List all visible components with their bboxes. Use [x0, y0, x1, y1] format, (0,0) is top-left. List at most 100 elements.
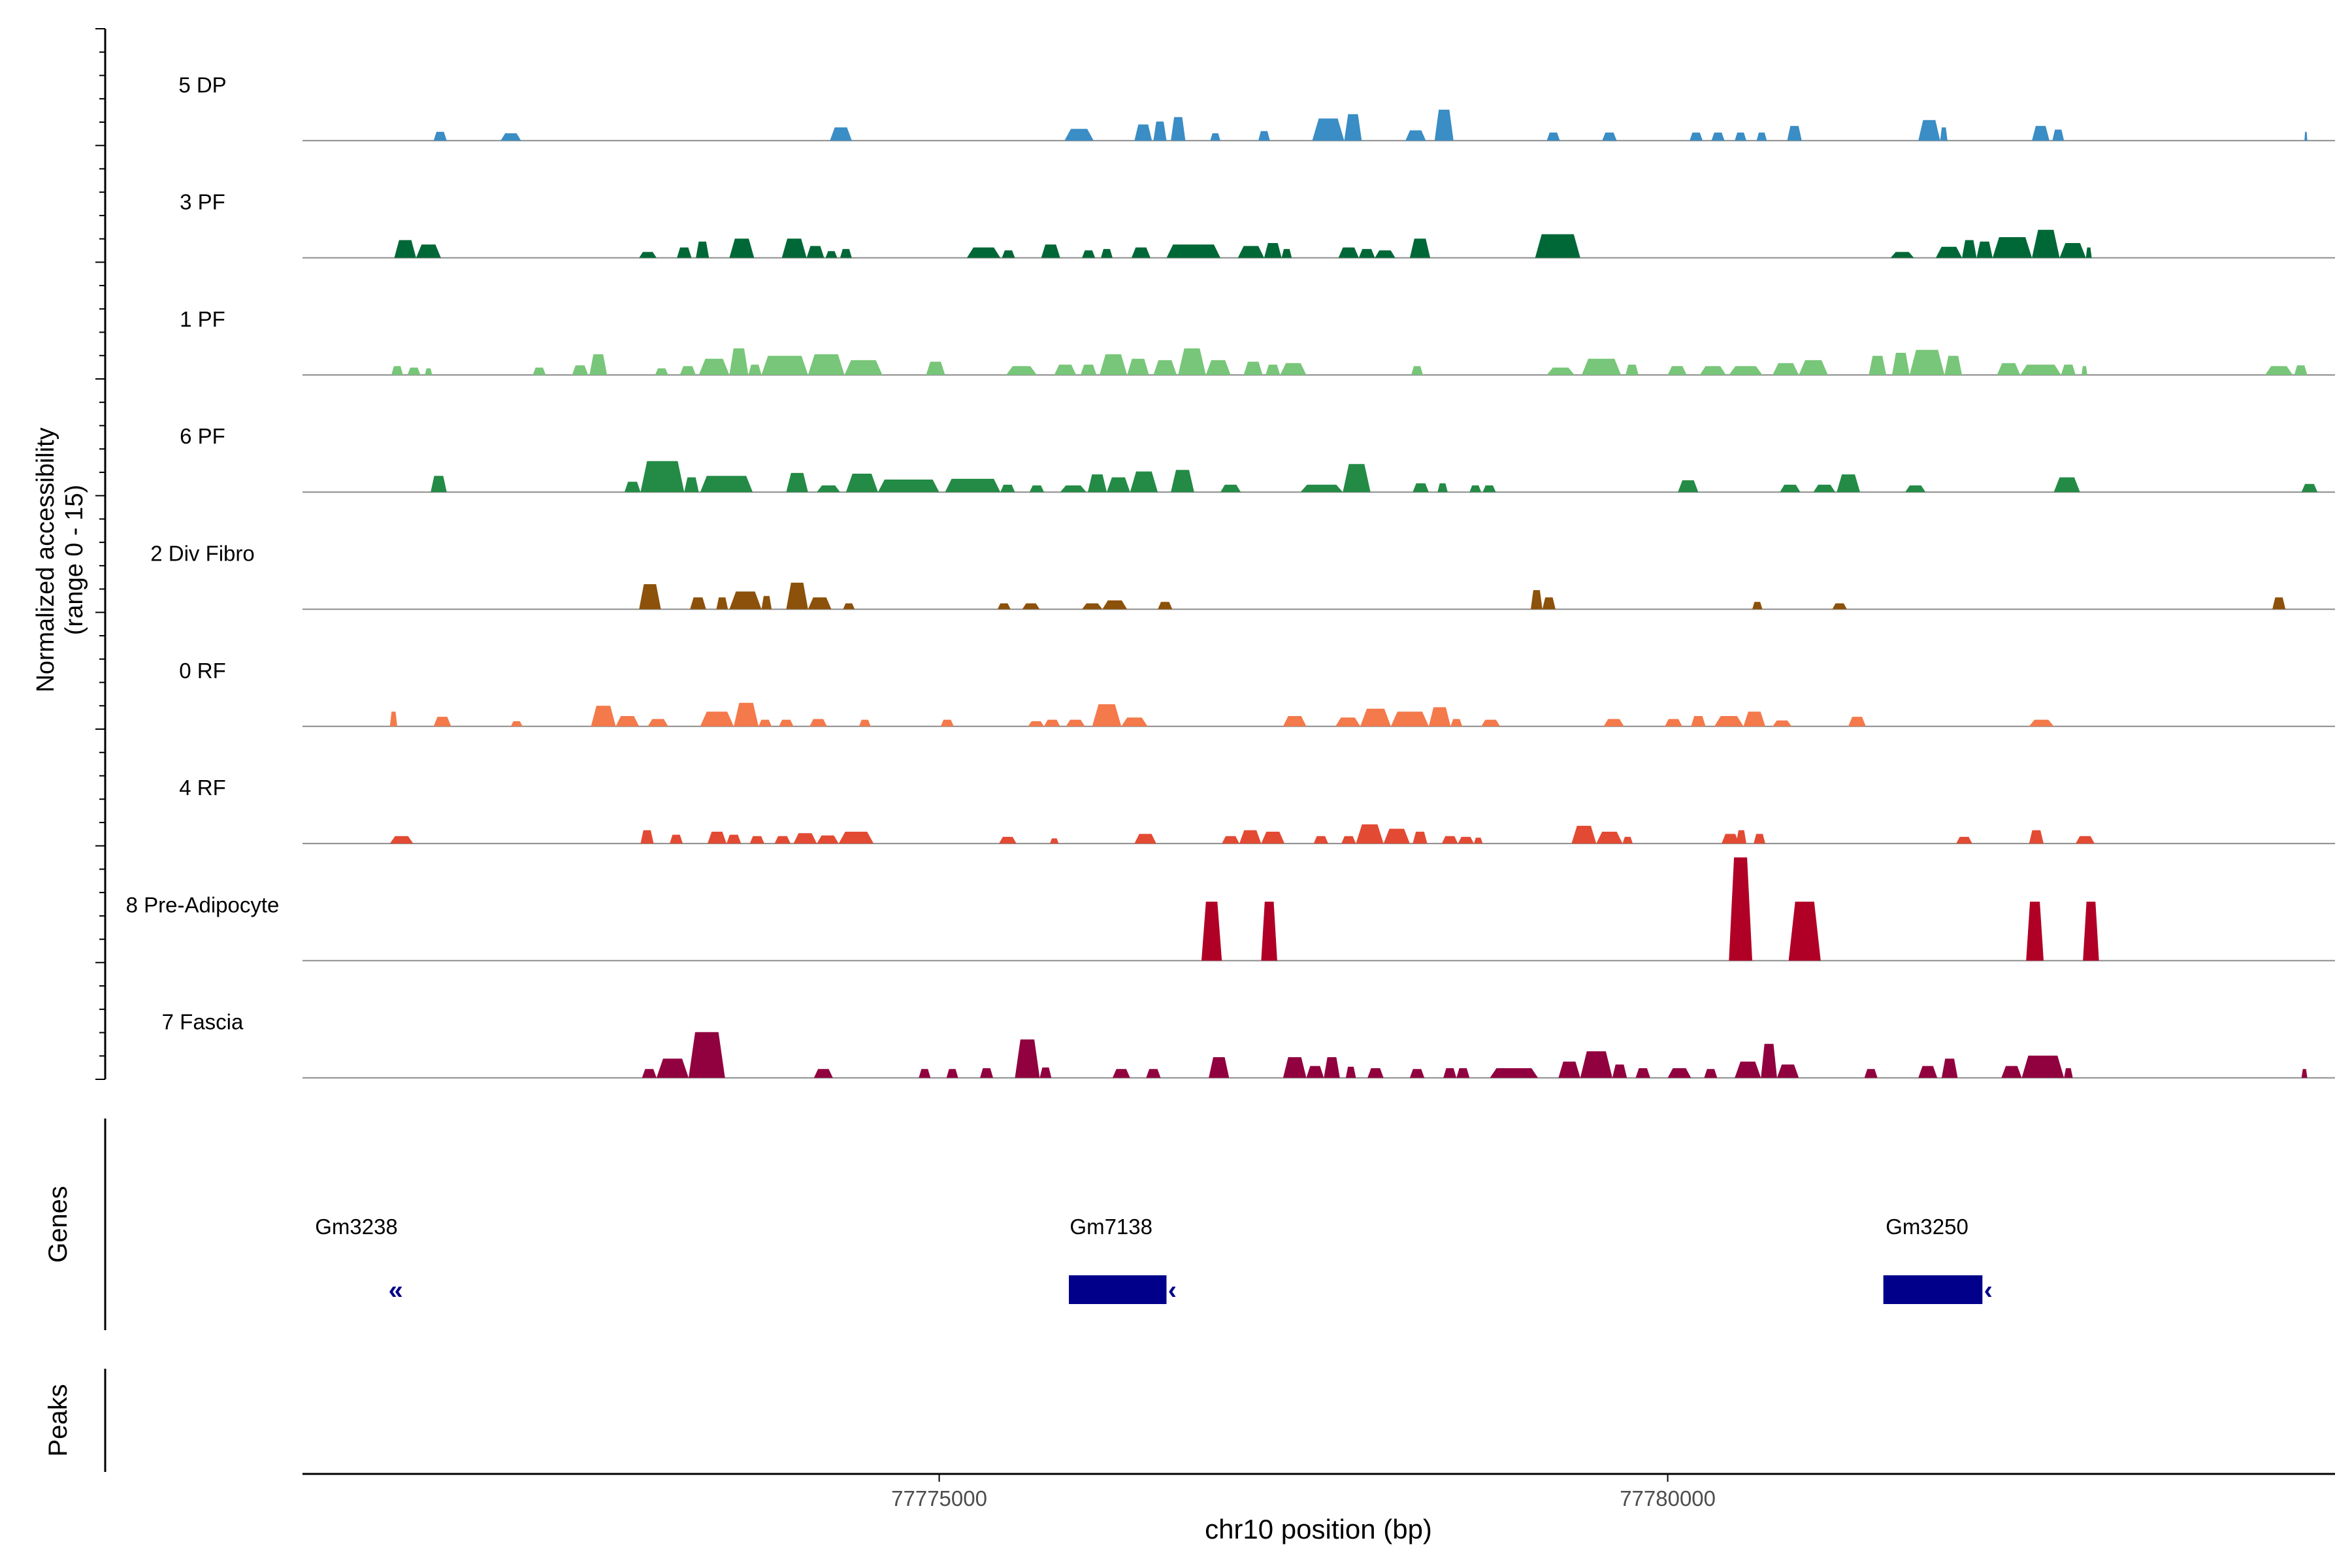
- coverage-peak: [980, 1068, 994, 1078]
- coverage-peak: [689, 1032, 725, 1078]
- coverage-peak: [1335, 717, 1361, 727]
- coverage-peak: [786, 472, 808, 493]
- coverage-peak: [1736, 830, 1746, 844]
- coverage-peak: [2061, 365, 2076, 375]
- coverage-peak: [1131, 247, 1151, 258]
- coverage-peak: [1799, 360, 1828, 375]
- coverage-peak: [806, 246, 825, 258]
- coverage-peak: [433, 717, 451, 727]
- coverage-peak: [1107, 477, 1130, 493]
- coverage-peak: [997, 603, 1011, 610]
- coverage-peak: [1313, 836, 1328, 844]
- track-label: 4 RF: [179, 776, 226, 800]
- coverage-peak: [1729, 366, 1763, 375]
- coverage-peak: [945, 478, 1001, 493]
- track-1-pf: 1 PF: [180, 307, 2335, 376]
- coverage-peak: [1166, 244, 1220, 258]
- coverage-peak: [843, 603, 855, 610]
- coverage-peak: [1411, 366, 1423, 375]
- coverage-peak: [877, 480, 939, 493]
- gene-annotation-panel: Gm3238 « Gm7138 ‹ Gm3250 ‹: [315, 1215, 1993, 1305]
- coverage-peak: [1153, 122, 1167, 141]
- coverage-peak: [1474, 838, 1483, 844]
- coverage-peak: [1580, 1051, 1612, 1078]
- coverage-peak: [817, 835, 839, 844]
- coverage-peak: [655, 368, 668, 375]
- coverage-peak: [1690, 132, 1703, 141]
- coverage-peak: [729, 238, 755, 258]
- coverage-peak: [1992, 237, 2033, 258]
- coverage-peak: [761, 596, 772, 610]
- coverage-peak: [1780, 484, 1801, 493]
- coverage-peak: [1704, 1069, 1718, 1078]
- coverage-peak: [1437, 483, 1448, 493]
- coverage-peak: [1039, 1067, 1052, 1078]
- coverage-peak: [1469, 485, 1482, 493]
- coverage-peak: [1434, 109, 1454, 141]
- coverage-peak: [1667, 1068, 1691, 1078]
- coverage-peak: [690, 597, 706, 610]
- coverage-peak: [825, 251, 838, 258]
- coverage-peak: [708, 832, 727, 844]
- coverage-peak: [1413, 483, 1429, 493]
- strand-arrow-icon: ‹: [1984, 1276, 1993, 1305]
- coverage-peak: [1134, 834, 1156, 844]
- track-label: 2 Div Fibro: [150, 542, 255, 566]
- coverage-peak: [1482, 485, 1496, 493]
- coverage-peak: [1788, 902, 1821, 961]
- coverage-peak: [1220, 484, 1241, 493]
- x-tick-label: 77775000: [891, 1486, 987, 1511]
- coverage-peak: [1390, 711, 1429, 727]
- coverage-peak: [1409, 1069, 1425, 1078]
- peaks-panel-label: Peaks: [44, 1384, 73, 1456]
- coverage-peak: [1080, 365, 1097, 375]
- coverage-peak: [642, 1069, 657, 1078]
- coverage-peak: [1603, 719, 1624, 727]
- coverage-peak: [940, 719, 954, 727]
- coverage-peak: [1667, 366, 1687, 375]
- coverage-peak: [1375, 250, 1396, 258]
- coverage-peak: [727, 834, 742, 844]
- coverage-peak: [808, 597, 832, 610]
- strand-arrow-icon: «: [389, 1276, 403, 1305]
- coverage-peak: [1041, 244, 1060, 258]
- coverage-peak: [1266, 365, 1281, 375]
- coverage-peak: [2082, 366, 2087, 375]
- coverage-peak: [639, 584, 661, 610]
- coverage-tracks: 5 DP 3 PF 1 PF 6 PF 2 Div Fibro 0 RF 4 RF 8 Pre…: [126, 73, 2335, 1079]
- coverage-peak: [1787, 125, 1802, 141]
- coverage-peak: [808, 354, 845, 375]
- coverage-peak: [1210, 133, 1220, 141]
- coverage-peak: [748, 365, 762, 375]
- track-7-fascia: 7 Fascia: [162, 1010, 2335, 1079]
- track-5-dp: 5 DP: [178, 73, 2335, 142]
- coverage-peak: [1015, 1039, 1040, 1078]
- coverage-peak: [394, 240, 416, 258]
- coverage-peak: [1261, 832, 1285, 844]
- coverage-peak: [1343, 464, 1371, 493]
- coverage-peak: [2026, 902, 2044, 961]
- coverage-peak: [1735, 132, 1746, 141]
- coverage-peak: [999, 836, 1017, 844]
- coverage-peak: [1002, 250, 1015, 258]
- coverage-peak: [786, 582, 808, 610]
- coverage-peak: [1258, 131, 1270, 141]
- coverage-peak: [1306, 1066, 1324, 1078]
- coverage-peak: [1918, 120, 1940, 141]
- x-axis-ticks: 77775000 77780000: [891, 1474, 1716, 1511]
- coverage-peak: [1941, 1058, 1958, 1078]
- track-label: 6 PF: [180, 424, 225, 448]
- coverage-peak: [1890, 252, 1914, 258]
- track-2-div-fibro: 2 Div Fibro: [150, 542, 2335, 610]
- coverage-peak: [1558, 1061, 1580, 1078]
- coverage-peak: [1264, 243, 1282, 258]
- coverage-peak: [734, 702, 759, 727]
- coverage-peak: [2272, 597, 2286, 610]
- coverage-peak: [1761, 1043, 1777, 1078]
- coverage-peak: [647, 719, 668, 727]
- coverage-peak: [1022, 603, 1040, 610]
- coverage-peak: [1892, 353, 1910, 375]
- coverage-peak: [761, 355, 808, 375]
- gene-exon: [1883, 1275, 1983, 1304]
